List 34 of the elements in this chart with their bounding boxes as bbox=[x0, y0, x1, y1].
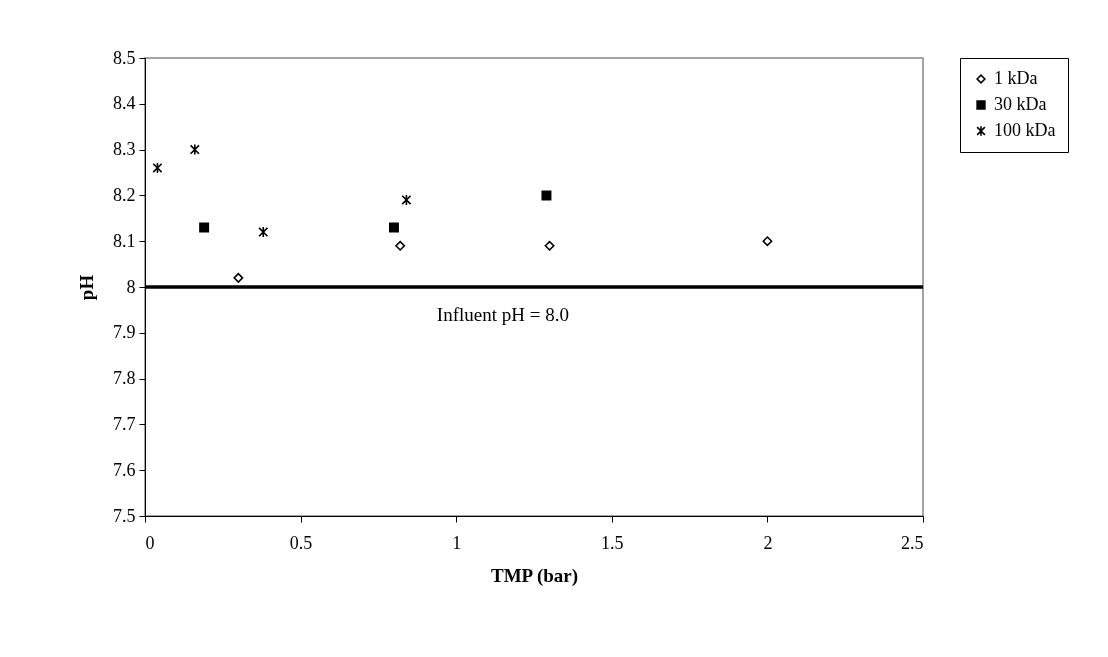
x-tick-label: 1.5 bbox=[601, 532, 624, 553]
point bbox=[762, 236, 773, 247]
y-tick-label: 8.3 bbox=[113, 139, 136, 160]
y-tick-label: 7.8 bbox=[113, 368, 136, 389]
point bbox=[189, 143, 200, 156]
y-tick-label: 7.9 bbox=[113, 322, 136, 343]
x-tick-label: 2 bbox=[763, 532, 773, 553]
point bbox=[395, 240, 406, 251]
y-tick-label: 8.2 bbox=[113, 184, 136, 205]
point bbox=[258, 226, 269, 238]
y-tick-label: 8.4 bbox=[113, 93, 136, 114]
x-tick-label: 0.5 bbox=[289, 532, 313, 553]
x-axis-title: TMP (bar) bbox=[490, 564, 579, 587]
point bbox=[401, 194, 412, 206]
legend-label: 1 kDa bbox=[994, 68, 1038, 88]
y-tick-label: 8 bbox=[126, 276, 136, 297]
point bbox=[233, 272, 244, 283]
y-tick-label: 7.6 bbox=[113, 459, 136, 480]
y-tick-label: 7.5 bbox=[113, 505, 136, 526]
x-tick-label: 0 bbox=[145, 532, 155, 553]
x-tick-label: 2.5 bbox=[901, 532, 924, 553]
point bbox=[544, 240, 555, 251]
point bbox=[388, 222, 399, 233]
y-tick-label: 8.5 bbox=[113, 47, 136, 68]
y-axis-title: pH bbox=[76, 274, 97, 301]
ref-line-label: Influent pH = 8.0 bbox=[436, 304, 569, 325]
x-tick-label: 1 bbox=[452, 532, 462, 553]
legend-label: 30 kDa bbox=[994, 94, 1047, 114]
point bbox=[199, 222, 210, 233]
point bbox=[541, 190, 552, 201]
y-tick-label: 8.1 bbox=[113, 230, 136, 251]
legend-label: 100 kDa bbox=[994, 120, 1056, 140]
y-tick-label: 7.7 bbox=[113, 413, 136, 434]
point bbox=[152, 162, 163, 174]
